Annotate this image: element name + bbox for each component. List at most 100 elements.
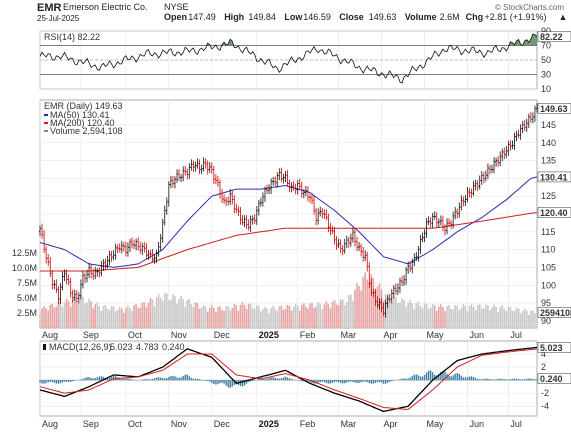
volume-bar — [149, 298, 152, 328]
volume-bar — [63, 302, 66, 328]
ma50-last-value-box — [537, 171, 571, 183]
x-tick-label: Dec — [214, 330, 231, 340]
histogram-bar — [100, 376, 103, 381]
histogram-bar — [321, 380, 323, 382]
histogram-bar — [376, 380, 379, 383]
histogram-bar — [419, 376, 422, 381]
volume-bar — [405, 306, 407, 328]
histogram-bar — [307, 380, 309, 382]
histogram-bar — [315, 380, 317, 384]
volume-bar — [411, 303, 414, 328]
histogram-bar — [282, 377, 285, 381]
histogram-bar — [123, 378, 125, 381]
y-tick-label: 10 — [541, 84, 551, 94]
histogram-bar — [448, 375, 450, 381]
volume-bar — [298, 310, 301, 328]
volume-bar — [268, 313, 270, 328]
x-tick-label: Aug — [42, 330, 58, 340]
volume-bar — [71, 299, 74, 328]
macd-legend: MACD(12,26,9)5.023 4.783 0.240 — [43, 342, 185, 352]
histogram-bar — [276, 378, 278, 381]
volume-bar — [221, 309, 223, 328]
volume-bar — [464, 305, 467, 328]
volume-bar — [470, 303, 473, 328]
stat-open: Open 147.49 — [164, 12, 216, 22]
x-axis: Aug Aug Sep Sep Oct Oct Nov Nov Dec Dec 2025 2025 Fe… — [42, 330, 522, 429]
volume-bar — [407, 302, 409, 328]
histogram-bar — [69, 380, 72, 382]
volume-bar — [442, 307, 444, 328]
histogram-bar — [354, 380, 356, 383]
histogram-bar — [452, 375, 454, 381]
histogram-bar — [495, 379, 497, 381]
histogram-bar — [217, 380, 219, 385]
histogram-bar — [530, 378, 532, 381]
histogram-bar — [323, 380, 325, 383]
volume-bar — [519, 313, 522, 328]
exchange: NYSE — [164, 2, 189, 12]
histogram-bar — [327, 380, 330, 384]
histogram-bar — [92, 378, 94, 381]
macd-legend-swatch — [43, 344, 46, 350]
volume-bar — [321, 309, 324, 328]
volume-bar — [429, 307, 432, 328]
volume-bar — [247, 303, 250, 328]
histogram-bar — [309, 380, 311, 383]
volume-bar — [511, 310, 514, 328]
histogram-bar — [407, 378, 409, 381]
volume-bar — [290, 310, 293, 328]
macd-last-value: 5.023 — [540, 343, 563, 353]
volume-bar — [255, 305, 258, 328]
histogram-bar — [280, 378, 283, 381]
histogram-bar — [53, 380, 56, 383]
y-tick-label: 50 — [541, 55, 551, 65]
volume-bar — [454, 305, 456, 328]
volume-bar — [348, 294, 350, 328]
volume-tick-label: 7.5M — [17, 278, 37, 288]
histogram-bar — [380, 380, 383, 383]
volume-bar — [129, 307, 131, 328]
volume-bar — [286, 304, 289, 328]
volume-bar — [131, 310, 133, 328]
y-tick-label: -4 — [541, 401, 549, 411]
histogram-bar — [331, 380, 334, 383]
x-tick-label: May — [427, 419, 445, 429]
volume-bar — [315, 306, 317, 328]
volume-bar — [166, 293, 168, 328]
histogram-bar — [532, 378, 534, 381]
histogram-bar — [526, 378, 528, 381]
volume-bar — [345, 302, 348, 328]
histogram-bar — [143, 379, 146, 381]
volume-bar — [78, 302, 80, 328]
histogram-bar — [198, 379, 201, 381]
volume-bar — [92, 308, 94, 328]
volume-bar — [270, 307, 272, 328]
volume-bar — [174, 296, 176, 328]
histogram-bar — [94, 378, 96, 381]
volume-bar — [489, 310, 491, 328]
volume-bar — [305, 306, 307, 328]
histogram-bar — [301, 380, 303, 382]
volume-bar — [288, 305, 291, 328]
histogram-bar — [442, 370, 444, 381]
histogram-bar — [57, 380, 60, 384]
volume-bar — [274, 308, 277, 328]
histogram-bar — [84, 377, 86, 381]
histogram-bar — [481, 379, 483, 381]
volume-bar — [374, 290, 377, 328]
volume-bar — [135, 303, 137, 328]
volume-bar — [390, 302, 393, 328]
histogram-bar — [90, 377, 92, 381]
volume-bar — [227, 306, 229, 328]
stat-label: Volume — [405, 12, 437, 22]
volume-bar — [339, 299, 342, 328]
x-tick-label: Jul — [510, 330, 522, 340]
price-last-value-box — [537, 103, 571, 114]
volume-bar — [49, 304, 52, 328]
volume-bar — [147, 302, 150, 328]
histogram-bar — [49, 380, 51, 382]
histogram-bar — [43, 380, 45, 384]
volume-bar — [276, 311, 279, 328]
volume-bar — [292, 306, 295, 328]
